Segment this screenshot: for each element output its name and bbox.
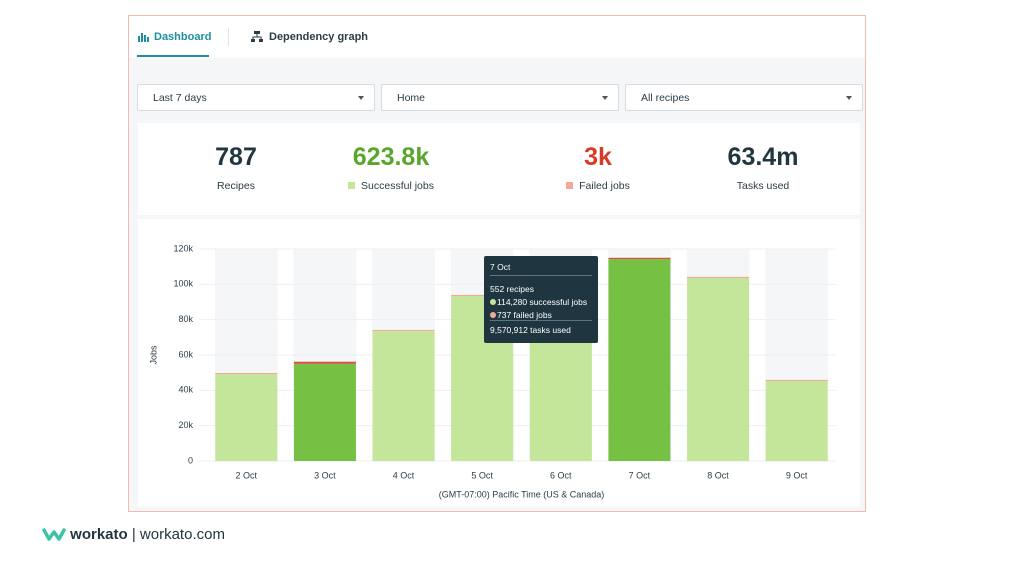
x-axis-title: (GMT-07:00) Pacific Time (US & Canada) xyxy=(439,489,605,499)
tab-bar: Dashboard Dependency graph xyxy=(129,16,865,58)
filter-label: Last 7 days xyxy=(153,92,207,104)
tab[interactable]: Dashboard xyxy=(154,31,212,43)
y-tick-label: 120k xyxy=(173,243,193,253)
y-tick-label: 60k xyxy=(178,349,193,359)
bar xyxy=(687,276,750,278)
bar xyxy=(293,361,356,364)
bar xyxy=(765,380,828,461)
x-tick-label: 4 Oct xyxy=(393,470,415,480)
x-tick-label: 7 Oct xyxy=(629,470,651,480)
bar xyxy=(765,379,828,381)
stat-label-row: Failed jobs xyxy=(508,180,688,192)
stat-value: 63.4m xyxy=(727,143,799,171)
chart: 0 20k 40k 60k 80k 100k 120k Jobs (GMT-07:00) Pac… xyxy=(148,243,836,499)
tooltip-line: 552 recipes xyxy=(490,284,534,294)
stat-value: 623.8k xyxy=(352,143,430,171)
stat-label: Failed jobs xyxy=(579,180,630,192)
stat-label: Successful jobs xyxy=(361,180,434,192)
x-tick-label: 3 Oct xyxy=(314,470,336,480)
stat-value: 3k xyxy=(584,143,612,171)
y-tick-label: 20k xyxy=(178,420,193,430)
bar xyxy=(687,277,750,461)
y-axis-title: Jobs xyxy=(148,345,158,365)
stat: 3k Failed jobs xyxy=(508,143,688,192)
x-tick-label: 8 Oct xyxy=(707,470,729,480)
filter-dropdown[interactable]: Last 7 days xyxy=(137,84,375,111)
tooltip: 7 Oct 552 recipes 114,280 successful jobs 7… xyxy=(484,256,598,343)
legend-swatch xyxy=(566,182,574,189)
logo-icon xyxy=(42,528,66,541)
legend-swatch xyxy=(348,182,356,189)
x-tick-label: 5 Oct xyxy=(471,470,493,480)
graph-icon xyxy=(251,31,263,42)
bar xyxy=(372,329,435,331)
bar xyxy=(372,330,435,461)
dashboard-icon xyxy=(138,33,149,42)
bar xyxy=(215,373,278,375)
tooltip-title: 7 Oct xyxy=(490,262,511,272)
stat-label-row: Successful jobs xyxy=(301,180,481,192)
divider xyxy=(228,28,229,46)
tooltip-rule xyxy=(490,275,592,276)
y-tick-label: 80k xyxy=(178,314,193,324)
site: workato.com xyxy=(139,526,225,543)
bar xyxy=(293,363,356,461)
stats-card: 787 Recipes 623.8k Successful jobs 3k Failed … xyxy=(138,123,860,215)
stat-label: Recipes xyxy=(217,180,255,192)
x-tick-label: 6 Oct xyxy=(550,470,572,480)
tooltip-rule xyxy=(490,320,592,321)
tooltip-line: 114,280 successful jobs xyxy=(497,297,588,307)
bar xyxy=(451,294,514,296)
dashboard-frame: Dashboard Dependency graph Last 7 days H… xyxy=(128,15,866,512)
filter-label: Home xyxy=(397,92,426,104)
tooltip-dot xyxy=(490,299,496,305)
filter-label: All recipes xyxy=(641,92,690,104)
tab-indicator xyxy=(137,55,209,57)
y-tick-label: 0 xyxy=(188,455,193,465)
tab[interactable]: Dependency graph xyxy=(269,31,369,43)
tooltip-dot xyxy=(490,312,496,318)
stat: 63.4m Tasks used xyxy=(673,143,853,192)
filter-dropdown[interactable]: All recipes xyxy=(625,84,863,111)
x-tick-label: 9 Oct xyxy=(786,470,808,480)
tooltip-line: 737 failed jobs xyxy=(497,310,552,320)
stat: 787 Recipes xyxy=(146,143,326,192)
bar xyxy=(215,374,278,461)
brand: workato xyxy=(70,526,128,543)
stat-label: Tasks used xyxy=(736,180,790,192)
footer: workato | workato.com xyxy=(42,526,225,543)
stat-value: 787 xyxy=(215,143,257,171)
stat-label-row: Tasks used xyxy=(673,180,853,192)
x-tick-label: 2 Oct xyxy=(236,470,258,480)
bar xyxy=(608,257,671,260)
y-tick-label: 100k xyxy=(173,279,193,289)
tooltip-line: 9,570,912 tasks used xyxy=(490,325,571,335)
bar xyxy=(608,259,671,461)
filter-dropdown[interactable]: Home xyxy=(381,84,619,111)
stat: 623.8k Successful jobs xyxy=(301,143,481,192)
stat-label-row: Recipes xyxy=(146,180,326,192)
y-tick-label: 40k xyxy=(178,385,193,395)
